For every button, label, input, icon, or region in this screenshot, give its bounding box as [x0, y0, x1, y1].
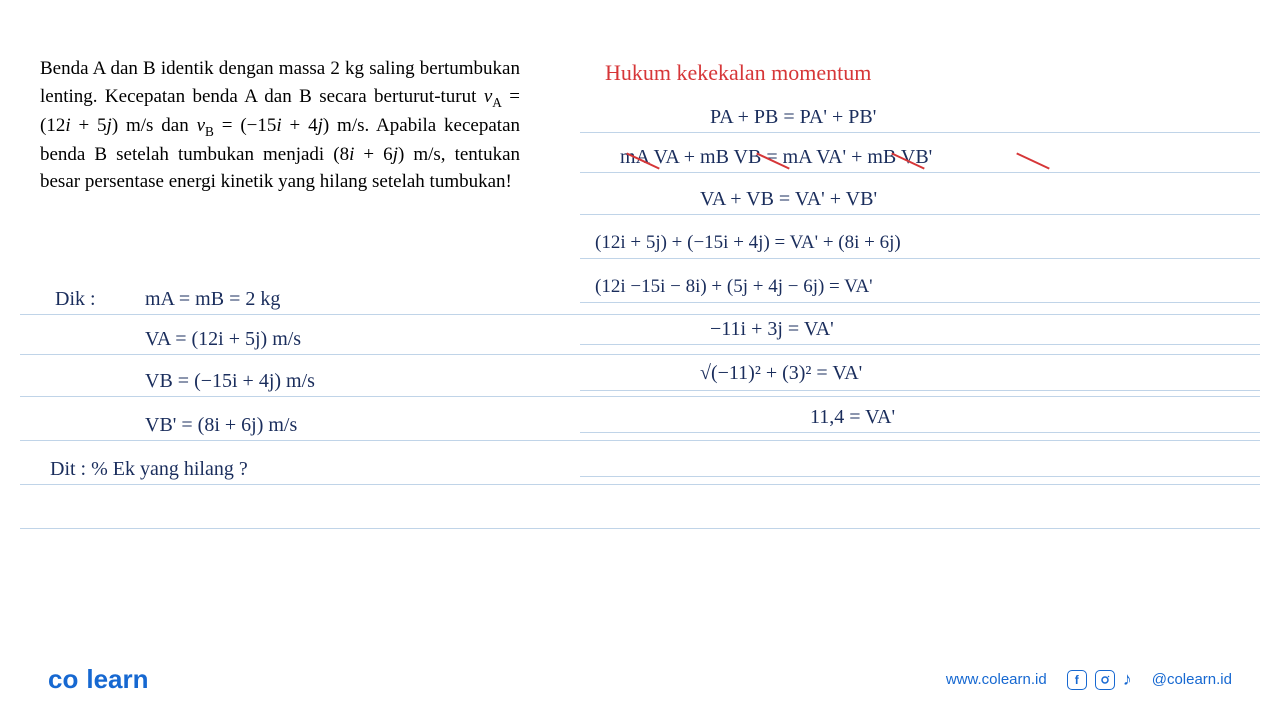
dik-vbprime: VB' = (8i + 6j) m/s	[145, 414, 297, 437]
ruled-line-right	[580, 432, 1260, 433]
problem-line1: Benda A dan B identik dengan massa 2 kg …	[40, 58, 415, 79]
footer-handle: @colearn.id	[1152, 671, 1232, 688]
instagram-icon	[1095, 670, 1115, 690]
problem-line3a: secara berturut-turut	[319, 86, 484, 107]
dik-va: VA = (12i + 5j) m/s	[145, 328, 301, 351]
eq6: −11i + 3j = VA'	[710, 318, 834, 341]
footer-right: www.colearn.id f ♪ @colearn.id	[946, 669, 1232, 690]
page-content: Benda A dan B identik dengan massa 2 kg …	[0, 0, 1280, 720]
solution-title: Hukum kekekalan momentum	[605, 60, 871, 86]
strike-mb-right	[1016, 152, 1049, 169]
dik-label: Dik :	[55, 288, 96, 311]
problem-line6: persentase energi kinetik yang hilang se…	[85, 171, 425, 192]
eq7: √(−11)² + (3)² = VA'	[700, 362, 862, 385]
ruled-line	[20, 314, 1260, 315]
dit-line: Dit : % Ek yang hilang ?	[50, 458, 248, 481]
ruled-line-right	[580, 214, 1260, 215]
problem-statement: Benda A dan B identik dengan massa 2 kg …	[40, 55, 520, 196]
dik-vb: VB = (−15i + 4j) m/s	[145, 370, 315, 393]
eq2: mA VA + mB VB = mA VA' + mB VB'	[620, 146, 932, 169]
logo-learn: learn	[86, 664, 148, 694]
ruled-line	[20, 484, 1260, 485]
eq4: (12i + 5j) + (−15i + 4j) = VA' + (8i + 6…	[595, 232, 901, 254]
ruled-line	[20, 528, 1260, 529]
ruled-line	[20, 396, 1260, 397]
eq5: (12i −15i − 8i) + (5j + 4j − 6j) = VA'	[595, 276, 873, 298]
eq1: PA + PB = PA' + PB'	[710, 106, 876, 129]
logo: colearn	[48, 664, 149, 695]
ruled-line-right	[580, 172, 1260, 173]
logo-co: co	[48, 664, 78, 694]
ruled-line-right	[580, 258, 1260, 259]
ruled-line-right	[580, 302, 1260, 303]
social-icons: f ♪	[1067, 669, 1132, 690]
ruled-line-right	[580, 476, 1260, 477]
ruled-line-right	[580, 132, 1260, 133]
ruled-line-right	[580, 390, 1260, 391]
eq3: VA + VB = VA' + VB'	[700, 188, 877, 211]
ruled-line-right	[580, 344, 1260, 345]
ruled-line	[20, 354, 1260, 355]
tiktok-icon: ♪	[1123, 669, 1132, 690]
footer: colearn www.colearn.id f ♪ @colearn.id	[0, 664, 1280, 695]
ruled-line	[20, 440, 1260, 441]
dik-ma: mA = mB = 2 kg	[145, 288, 280, 311]
footer-url: www.colearn.id	[946, 671, 1047, 688]
problem-line7: tumbukan!	[430, 171, 512, 192]
facebook-icon: f	[1067, 670, 1087, 690]
eq8: 11,4 = VA'	[810, 406, 895, 429]
